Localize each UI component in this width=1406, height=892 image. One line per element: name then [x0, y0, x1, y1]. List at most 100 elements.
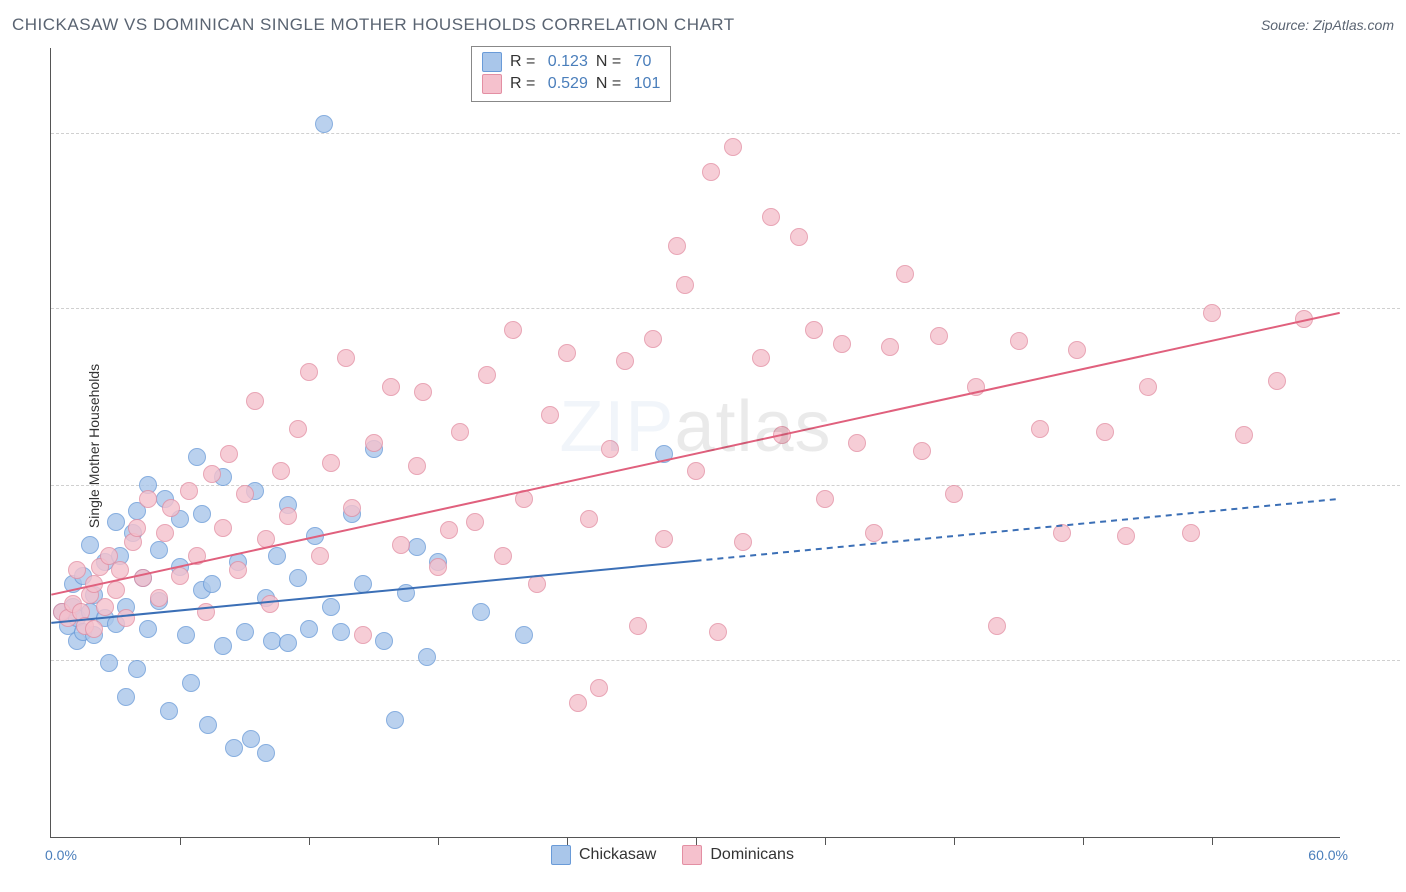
scatter-point [440, 521, 458, 539]
scatter-point [289, 420, 307, 438]
scatter-point [261, 595, 279, 613]
scatter-point [418, 648, 436, 666]
scatter-point [225, 739, 243, 757]
scatter-point [354, 575, 372, 593]
scatter-point [558, 344, 576, 362]
scatter-point [268, 547, 286, 565]
scatter-point [451, 423, 469, 441]
scatter-point [107, 513, 125, 531]
stats-row: R = 0.123 N = 70 [482, 51, 660, 73]
scatter-point [220, 445, 238, 463]
scatter-point [81, 536, 99, 554]
stats-row: R = 0.529 N = 101 [482, 73, 660, 95]
scatter-point [279, 634, 297, 652]
stats-legend-box: R = 0.123 N = 70 R = 0.529 N = 101 [471, 46, 671, 102]
scatter-point [709, 623, 727, 641]
chart-title: CHICKASAW VS DOMINICAN SINGLE MOTHER HOU… [12, 15, 735, 35]
scatter-point [655, 445, 673, 463]
scatter-point [762, 208, 780, 226]
scatter-point [466, 513, 484, 531]
legend-swatch-icon [482, 74, 502, 94]
scatter-point [150, 541, 168, 559]
scatter-point [85, 575, 103, 593]
scatter-point [197, 603, 215, 621]
scatter-point [616, 352, 634, 370]
legend-swatch-icon [682, 845, 702, 865]
scatter-point [236, 485, 254, 503]
scatter-point [257, 530, 275, 548]
scatter-point [805, 321, 823, 339]
scatter-point [397, 584, 415, 602]
scatter-point [382, 378, 400, 396]
scatter-point [375, 632, 393, 650]
legend-item-dominicans: Dominicans [682, 845, 794, 865]
scatter-point [257, 744, 275, 762]
scatter-point [107, 581, 125, 599]
x-tick [180, 837, 181, 845]
x-axis-max-label: 60.0% [1308, 847, 1348, 863]
x-tick [1083, 837, 1084, 845]
scatter-point [1203, 304, 1221, 322]
y-tick-label: 12.5% [1402, 477, 1406, 493]
scatter-point [100, 654, 118, 672]
scatter-point [515, 490, 533, 508]
scatter-point [117, 688, 135, 706]
scatter-point [111, 561, 129, 579]
scatter-point [162, 499, 180, 517]
plot-area: 6.3%12.5%18.8%25.0% ZIPatlas R = 0.123 N… [50, 48, 1340, 838]
scatter-point [354, 626, 372, 644]
scatter-point [1235, 426, 1253, 444]
scatter-point [85, 620, 103, 638]
grid-line: 18.8% [51, 308, 1400, 309]
y-tick-label: 6.3% [1402, 652, 1406, 668]
scatter-point [193, 505, 211, 523]
scatter-point [139, 490, 157, 508]
scatter-point [180, 482, 198, 500]
legend-label: Dominicans [710, 846, 794, 864]
scatter-point [365, 434, 383, 452]
scatter-point [724, 138, 742, 156]
legend-bottom: Chickasaw Dominicans [551, 845, 794, 865]
scatter-point [272, 462, 290, 480]
scatter-point [128, 519, 146, 537]
scatter-point [128, 660, 146, 678]
scatter-point [988, 617, 1006, 635]
scatter-point [913, 442, 931, 460]
scatter-point [289, 569, 307, 587]
scatter-point [68, 561, 86, 579]
y-tick-label: 18.8% [1402, 300, 1406, 316]
scatter-point [848, 434, 866, 452]
scatter-point [1068, 341, 1086, 359]
scatter-point [504, 321, 522, 339]
scatter-point [392, 536, 410, 554]
scatter-point [734, 533, 752, 551]
scatter-point [171, 567, 189, 585]
scatter-point [139, 620, 157, 638]
scatter-point [322, 454, 340, 472]
scatter-point [580, 510, 598, 528]
scatter-point [414, 383, 432, 401]
x-tick [954, 837, 955, 845]
x-tick [309, 837, 310, 845]
scatter-point [160, 702, 178, 720]
scatter-point [790, 228, 808, 246]
scatter-point [644, 330, 662, 348]
scatter-point [773, 426, 791, 444]
scatter-point [541, 406, 559, 424]
scatter-point [865, 524, 883, 542]
scatter-point [306, 527, 324, 545]
scatter-point [601, 440, 619, 458]
scatter-point [752, 349, 770, 367]
scatter-point [188, 448, 206, 466]
x-axis-min-label: 0.0% [45, 847, 77, 863]
scatter-point [655, 530, 673, 548]
scatter-point [429, 558, 447, 576]
scatter-point [668, 237, 686, 255]
scatter-point [150, 589, 168, 607]
scatter-point [214, 519, 232, 537]
legend-item-chickasaw: Chickasaw [551, 845, 656, 865]
scatter-point [242, 730, 260, 748]
scatter-point [188, 547, 206, 565]
x-tick [1212, 837, 1213, 845]
scatter-point [246, 392, 264, 410]
